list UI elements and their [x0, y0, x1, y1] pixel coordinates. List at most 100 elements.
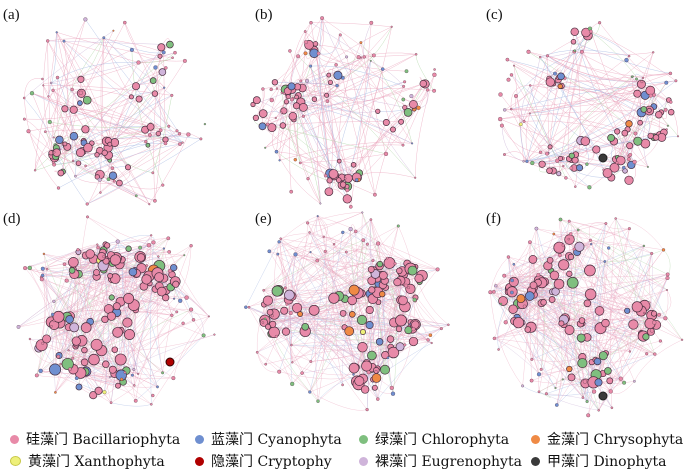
network-node: [387, 357, 389, 359]
network-node: [53, 151, 55, 153]
network-node: [259, 123, 266, 130]
network-node: [313, 42, 318, 47]
network-node: [265, 305, 267, 307]
network-node: [137, 254, 145, 262]
network-node: [420, 80, 427, 87]
network-node: [650, 252, 653, 255]
network-node: [627, 157, 631, 161]
network-node: [379, 291, 385, 297]
network-node: [344, 178, 346, 180]
network-node: [86, 216, 89, 219]
network-node: [253, 115, 259, 121]
network-node: [277, 370, 281, 374]
panel-f-network: [489, 217, 684, 417]
network-node: [360, 57, 362, 59]
network-node: [301, 372, 304, 375]
network-node: [299, 103, 307, 111]
network-node: [278, 240, 281, 243]
network-node: [46, 268, 48, 270]
network-node: [103, 255, 106, 258]
network-node: [262, 322, 264, 324]
network-node: [286, 95, 290, 99]
network-node: [570, 166, 573, 169]
network-node: [86, 250, 95, 259]
network-node: [309, 21, 312, 24]
network-node: [629, 320, 639, 330]
network-node: [68, 257, 78, 267]
network-node: [166, 358, 174, 366]
network-node: [41, 342, 44, 345]
network-node: [316, 400, 319, 403]
network-edge: [606, 224, 644, 313]
network-edge: [87, 180, 100, 204]
legend-label: 隐藻门 Cryptophy: [211, 451, 332, 471]
network-node: [133, 384, 135, 386]
network-node: [282, 328, 290, 336]
network-node: [580, 50, 583, 53]
network-node: [41, 267, 45, 271]
network-node: [23, 97, 25, 99]
network-node: [244, 306, 247, 309]
network-node: [109, 295, 114, 300]
network-node: [102, 150, 108, 156]
network-node: [161, 371, 164, 374]
network-node: [62, 358, 73, 369]
network-node: [309, 65, 312, 68]
network-node: [567, 277, 578, 288]
network-node: [48, 96, 50, 98]
network-node: [440, 327, 443, 330]
network-node: [56, 136, 64, 144]
network-node: [546, 54, 549, 57]
network-node: [396, 268, 402, 274]
network-node: [645, 352, 648, 355]
network-node: [407, 286, 409, 288]
legend-label: 甲藻门 Dinophyta: [547, 451, 666, 471]
network-node: [513, 65, 515, 67]
network-node: [283, 92, 285, 94]
network-node: [604, 367, 611, 374]
network-node: [266, 123, 269, 126]
network-node: [577, 334, 585, 342]
network-node: [626, 120, 633, 127]
network-node: [339, 34, 342, 37]
network-node: [638, 120, 643, 125]
network-node: [340, 182, 346, 188]
network-node: [587, 185, 591, 189]
network-node: [655, 111, 662, 118]
network-node: [652, 93, 655, 96]
network-node: [589, 30, 592, 33]
network-node: [70, 132, 78, 140]
network-node: [404, 108, 412, 116]
network-node: [373, 193, 376, 196]
network-node: [372, 54, 376, 58]
network-edge: [375, 130, 393, 195]
network-node: [52, 300, 55, 303]
network-node: [272, 286, 282, 296]
network-node: [562, 244, 565, 247]
network-node: [376, 398, 379, 401]
network-node: [259, 110, 267, 118]
network-node: [530, 358, 533, 361]
network-node: [172, 376, 176, 380]
network-node: [126, 246, 132, 252]
network-node: [632, 76, 634, 78]
network-node: [182, 322, 185, 325]
network-node: [641, 80, 644, 83]
network-node: [58, 170, 64, 176]
network-node: [369, 287, 376, 294]
network-node: [253, 97, 260, 104]
network-node: [402, 85, 405, 88]
network-node: [320, 203, 322, 205]
network-node: [208, 316, 210, 318]
network-node: [158, 54, 162, 58]
network-node: [102, 361, 109, 368]
network-node: [500, 124, 504, 128]
network-node: [641, 106, 647, 112]
network-node: [381, 68, 384, 71]
network-node: [608, 134, 615, 141]
network-node: [390, 386, 394, 390]
chrysophyta-swatch: [531, 435, 540, 444]
network-node: [83, 96, 91, 104]
network-node: [539, 56, 541, 58]
